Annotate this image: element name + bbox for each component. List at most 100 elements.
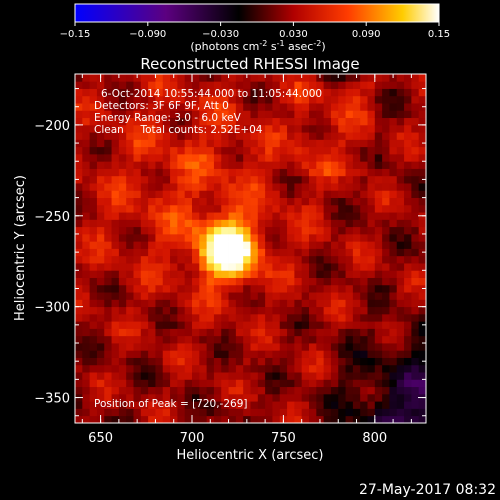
heatmap-cell (228, 408, 237, 417)
heatmap-cell (418, 117, 426, 126)
heatmap-cell (213, 241, 222, 249)
heatmap-cell (309, 401, 317, 409)
heatmap-cell (301, 124, 310, 133)
heatmap-cell (352, 313, 361, 322)
heatmap-cell (316, 306, 325, 315)
heatmap-cell (411, 277, 420, 286)
heatmap-cell (265, 328, 273, 337)
heatmap-cell (294, 335, 303, 344)
heatmap-cell (279, 364, 288, 373)
heatmap-cell (374, 379, 383, 388)
heatmap-cell (75, 183, 83, 191)
heatmap-cell (345, 168, 354, 177)
heatmap-cell (404, 241, 412, 249)
heatmap-cell (418, 88, 426, 97)
heatmap-cell (367, 139, 376, 148)
heatmap-cell (221, 161, 229, 169)
heatmap-cell (345, 313, 354, 322)
heatmap-cell (360, 212, 368, 220)
heatmap-cell (111, 153, 120, 162)
heatmap-cell (155, 183, 164, 191)
heatmap-cell (82, 132, 91, 140)
heatmap-cell (382, 270, 390, 278)
heatmap-cell (89, 139, 98, 148)
heatmap-cell (199, 335, 208, 344)
heatmap-cell (126, 350, 134, 358)
heatmap-cell (133, 212, 142, 220)
heatmap-cell (389, 175, 398, 184)
heatmap-cell (228, 117, 237, 126)
heatmap-cell (96, 88, 105, 97)
heatmap-cell (177, 313, 186, 322)
heatmap-cell (126, 153, 134, 162)
heatmap-cell (111, 103, 120, 111)
heatmap-cell (148, 146, 156, 155)
heatmap-cell (309, 233, 317, 242)
heatmap-cell (228, 292, 237, 300)
heatmap-cell (213, 204, 222, 213)
heatmap-cell (374, 364, 383, 373)
heatmap-cell (243, 379, 251, 388)
heatmap-cell (396, 212, 405, 220)
heatmap-cell (309, 95, 317, 104)
heatmap-cell (404, 175, 412, 184)
heatmap-cell (213, 153, 222, 162)
heatmap-cell (309, 350, 317, 358)
heatmap-cell (104, 299, 112, 308)
heatmap-cell (89, 117, 98, 126)
heatmap-cell (396, 110, 405, 119)
heatmap-cell (192, 343, 200, 351)
heatmap-cell (184, 328, 193, 337)
heatmap-cell (184, 255, 193, 264)
heatmap-cell (352, 153, 361, 162)
heatmap-cell (162, 299, 171, 308)
heatmap-cell (104, 248, 112, 257)
heatmap-cell (82, 292, 91, 300)
heatmap-cell (155, 270, 164, 278)
heatmap-cell (177, 95, 186, 104)
heatmap-cell (367, 255, 376, 264)
heatmap-cell (148, 197, 156, 206)
heatmap-cell (294, 153, 303, 162)
heatmap-cell (382, 284, 390, 293)
heatmap-cell (309, 292, 317, 300)
heatmap-cell (184, 335, 193, 344)
heatmap-cell (404, 153, 412, 162)
heatmap-cell (228, 364, 237, 373)
heatmap-cell (360, 168, 368, 177)
heatmap-cell (148, 139, 156, 148)
heatmap-cell (279, 306, 288, 315)
heatmap-cell (133, 364, 142, 373)
heatmap-cell (411, 132, 420, 140)
heatmap-cell (323, 408, 332, 417)
heatmap-cell (323, 219, 332, 228)
heatmap-cell (411, 117, 420, 126)
heatmap-cell (133, 103, 142, 111)
heatmap-cell (177, 270, 186, 278)
heatmap-cell (352, 95, 361, 104)
heatmap-cell (75, 88, 83, 97)
heatmap-cell (228, 241, 237, 249)
heatmap-cell (257, 372, 266, 380)
heatmap-cell (118, 292, 127, 300)
heatmap-cell (96, 386, 105, 395)
heatmap-cell (111, 386, 120, 395)
heatmap-cell (411, 110, 420, 119)
x-tick-label: 800 (362, 431, 387, 446)
heatmap-cell (75, 343, 83, 351)
heatmap-cell (148, 270, 156, 278)
heatmap-cell (323, 255, 332, 264)
heatmap-cell (279, 255, 288, 264)
heatmap-cell (367, 335, 376, 344)
heatmap-cell (155, 124, 164, 133)
heatmap-cell (272, 153, 281, 162)
heatmap-cell (411, 175, 420, 184)
heatmap-cell (170, 168, 178, 177)
heatmap-cell (96, 117, 105, 126)
heatmap-cell (104, 233, 112, 242)
heatmap-cell (111, 379, 120, 388)
heatmap-cell (360, 379, 368, 388)
heatmap-cell (323, 379, 332, 388)
heatmap-cell (411, 299, 420, 308)
heatmap-cell (330, 132, 339, 140)
